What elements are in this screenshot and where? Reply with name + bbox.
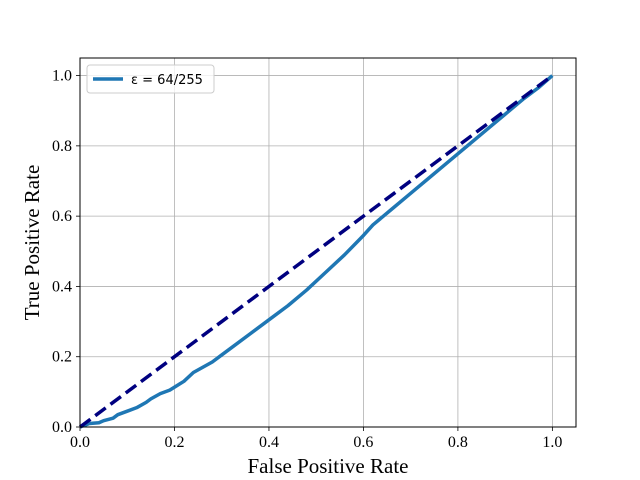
y-tick-label: 0.0 (52, 419, 72, 436)
x-tick-label: 0.6 (353, 434, 373, 451)
y-tick-label: 0.4 (52, 278, 72, 295)
y-tick-label: 0.2 (52, 349, 72, 366)
legend-label: ε = 64/255 (131, 73, 203, 88)
x-tick-label: 0.0 (70, 434, 90, 451)
legend-box (86, 64, 215, 94)
tick-layer: 0.0 0.2 0.4 0.6 0.8 1.0 0.0 0.2 0.4 0.6 0.8 1.0 (52, 68, 562, 451)
x-tick-label: 0.2 (164, 434, 184, 451)
legend: ε = 64/255 (86, 64, 215, 94)
roc-curve-line (79, 74, 554, 429)
x-tick-label: 1.0 (542, 434, 562, 451)
x-axis-label: False Positive Rate (248, 454, 409, 478)
y-tick-label: 1.0 (52, 68, 72, 85)
plot-frame (79, 57, 577, 428)
y-tick-label: 0.6 (52, 208, 72, 225)
x-tick-label: 0.8 (448, 434, 468, 451)
y-axis-label: True Positive Rate (20, 165, 44, 321)
y-tick-label: 0.8 (52, 138, 72, 155)
series-layer (78, 74, 554, 429)
x-tick-label: 0.4 (259, 434, 279, 451)
diagonal-reference-line (78, 74, 554, 429)
